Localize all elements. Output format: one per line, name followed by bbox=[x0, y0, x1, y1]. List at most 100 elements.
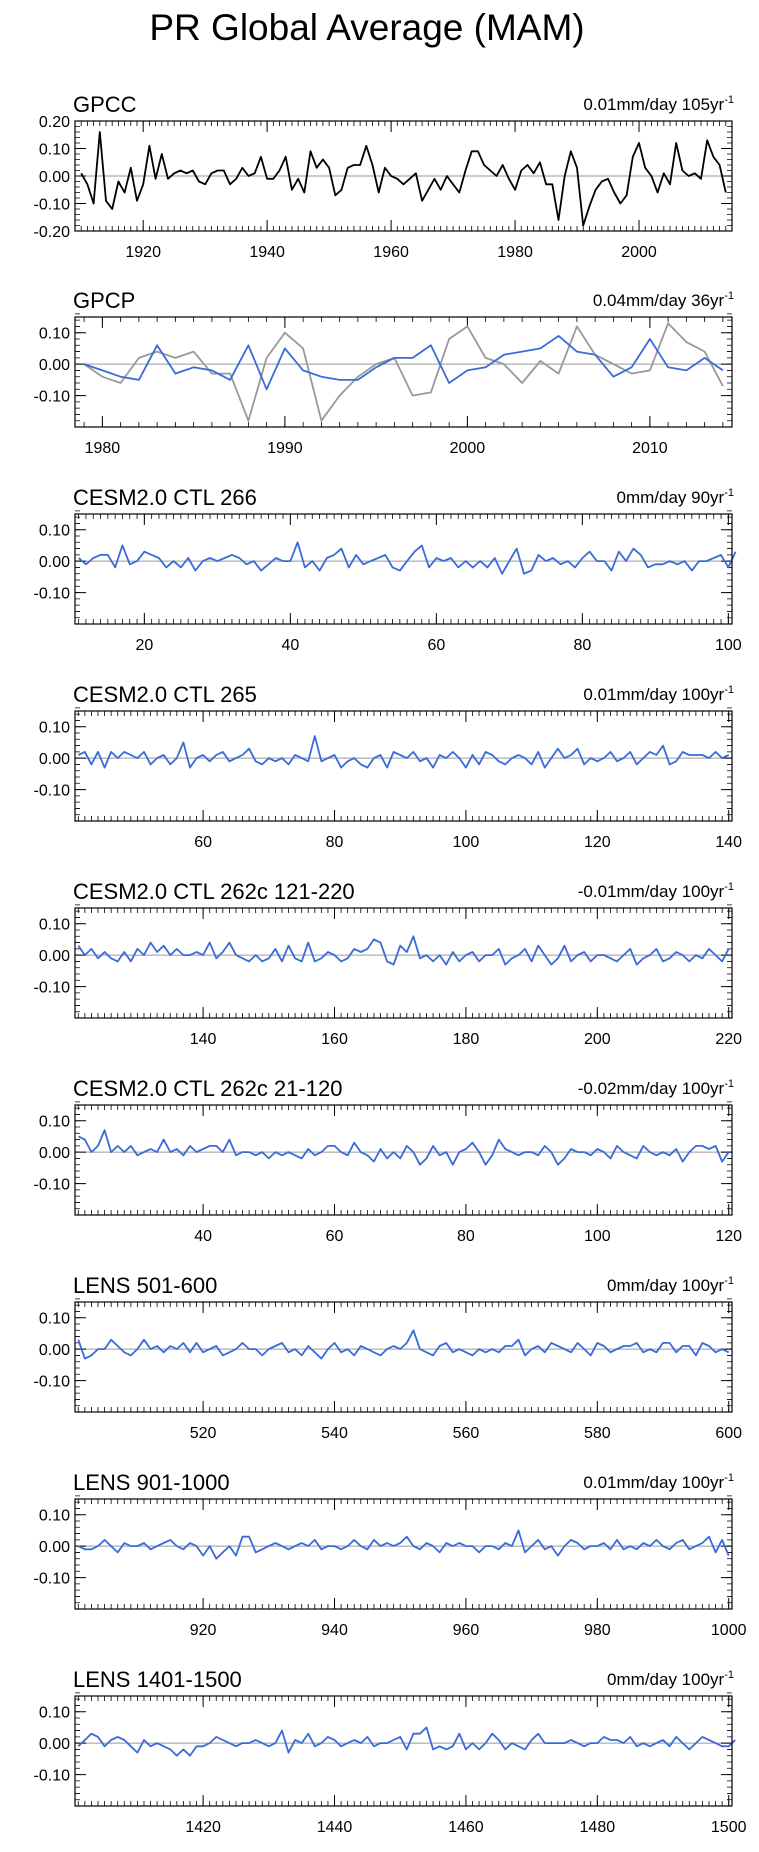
x-minor-ticks bbox=[77, 1105, 730, 1215]
y-tick-label: -0.10 bbox=[34, 1177, 71, 1194]
series-line bbox=[77, 935, 730, 966]
x-tick-label: 180 bbox=[453, 1031, 480, 1048]
x-tick-label: 80 bbox=[326, 834, 344, 851]
panel-title: CESM2.0 CTL 262c 21-120 bbox=[73, 1076, 342, 1101]
plot-frame bbox=[74, 907, 733, 1019]
trend-annotation: -0.02mm/day 100yr-1 bbox=[578, 1078, 734, 1098]
x-tick-label: 60 bbox=[194, 834, 212, 851]
x-tick-label: 1990 bbox=[267, 440, 303, 457]
x-tick-label: 540 bbox=[321, 1425, 348, 1442]
plot-frame bbox=[74, 1695, 733, 1807]
x-tick-label: 960 bbox=[453, 1622, 480, 1639]
x-tick-label: 920 bbox=[190, 1622, 217, 1639]
x-tick-label: 1500 bbox=[711, 1819, 747, 1836]
y-tick-label: 0.10 bbox=[39, 1705, 70, 1722]
y-tick-label: 0.00 bbox=[39, 357, 70, 374]
x-tick-label: 80 bbox=[457, 1228, 475, 1245]
panels: GPCC 0.01mm/day 105yr-1 1920 1940 1960 1980 20… bbox=[34, 92, 747, 1836]
panel-title: GPCP bbox=[73, 288, 135, 313]
y-tick-label: 0.10 bbox=[39, 142, 70, 159]
x-tick-label: 200 bbox=[584, 1031, 611, 1048]
y-tick-label: -0.10 bbox=[34, 389, 71, 406]
y-tick-label: 0.10 bbox=[39, 326, 70, 343]
plot-frame bbox=[74, 1301, 733, 1413]
trend-annotation: 0.01mm/day 100yr-1 bbox=[583, 684, 734, 704]
series-line bbox=[78, 541, 737, 575]
y-minor-ticks bbox=[75, 1101, 732, 1216]
chart-panel: LENS 901-1000 0.01mm/day 100yr-1 920 940 960… bbox=[34, 1470, 747, 1639]
x-tick-label: 80 bbox=[573, 637, 591, 654]
x-tick-label: 940 bbox=[321, 1622, 348, 1639]
x-tick-label: 2000 bbox=[450, 440, 486, 457]
y-tick-label: 0.00 bbox=[39, 554, 70, 571]
series-line bbox=[83, 335, 724, 391]
x-minor-ticks bbox=[77, 1302, 730, 1412]
chart-panel: CESM2.0 CTL 265 0.01mm/day 100yr-1 60 80 100… bbox=[34, 682, 743, 851]
series-line bbox=[80, 131, 727, 227]
x-tick-label: 40 bbox=[281, 637, 299, 654]
x-minor-ticks bbox=[77, 1696, 730, 1806]
x-tick-label: 600 bbox=[715, 1425, 742, 1442]
y-minor-ticks bbox=[75, 707, 732, 822]
y-tick-label: 0.00 bbox=[39, 948, 70, 965]
panel-title: LENS 501-600 bbox=[73, 1273, 217, 1298]
trend-annotation-sup: -1 bbox=[724, 94, 734, 106]
plot-frame bbox=[74, 316, 733, 428]
x-tick-label: 220 bbox=[715, 1031, 742, 1048]
x-minor-ticks bbox=[77, 711, 730, 821]
x-tick-label: 60 bbox=[427, 637, 445, 654]
x-tick-label: 120 bbox=[584, 834, 611, 851]
y-tick-label: 0.10 bbox=[39, 523, 70, 540]
x-tick-label: 2000 bbox=[621, 244, 657, 261]
trend-annotation-sup: -1 bbox=[724, 1275, 734, 1287]
x-tick-label: 1460 bbox=[448, 1819, 484, 1836]
trend-annotation-sup: -1 bbox=[724, 1472, 734, 1484]
trend-annotation: 0.04mm/day 36yr-1 bbox=[593, 290, 734, 310]
trend-annotation: 0.01mm/day 105yr-1 bbox=[583, 94, 734, 114]
chart-panel: CESM2.0 CTL 262c 121-220 -0.01mm/day 100y… bbox=[34, 879, 743, 1048]
series-line bbox=[77, 735, 730, 769]
trend-annotation: 0.01mm/day 100yr-1 bbox=[583, 1472, 734, 1492]
y-tick-label: 0.10 bbox=[39, 1114, 70, 1131]
plot-frame bbox=[74, 710, 733, 822]
y-tick-label: 0.10 bbox=[39, 1508, 70, 1525]
trend-annotation-sup: -1 bbox=[724, 684, 734, 696]
x-tick-label: 1480 bbox=[580, 1819, 616, 1836]
x-minor-ticks bbox=[77, 908, 730, 1018]
y-minor-ticks bbox=[75, 1495, 732, 1610]
x-tick-label: 560 bbox=[453, 1425, 480, 1442]
y-tick-label: -0.20 bbox=[34, 224, 71, 241]
series-line bbox=[77, 1329, 730, 1360]
x-tick-label: 1940 bbox=[249, 244, 285, 261]
series-line bbox=[77, 1726, 736, 1757]
x-tick-label: 1960 bbox=[373, 244, 409, 261]
y-minor-ticks bbox=[75, 1692, 732, 1807]
y-tick-label: 0.10 bbox=[39, 720, 70, 737]
panel-title: CESM2.0 CTL 265 bbox=[73, 682, 257, 707]
chart-panel: CESM2.0 CTL 262c 21-120 -0.02mm/day 100yr… bbox=[34, 1076, 743, 1245]
x-tick-label: 100 bbox=[715, 637, 742, 654]
x-tick-label: 100 bbox=[584, 1228, 611, 1245]
plot-frame bbox=[74, 1498, 733, 1610]
x-tick-label: 140 bbox=[190, 1031, 217, 1048]
y-tick-label: 0.10 bbox=[39, 917, 70, 934]
x-tick-label: 1440 bbox=[317, 1819, 353, 1836]
y-tick-label: -0.10 bbox=[34, 197, 71, 214]
x-tick-label: 1980 bbox=[497, 244, 533, 261]
y-tick-label: 0.00 bbox=[39, 1736, 70, 1753]
trend-annotation: 0mm/day 100yr-1 bbox=[607, 1669, 734, 1689]
figure-title: PR Global Average (MAM) bbox=[149, 7, 584, 48]
trend-annotation-sup: -1 bbox=[724, 290, 734, 302]
y-tick-label: -0.10 bbox=[34, 1768, 71, 1785]
chart-panel: GPCP 0.04mm/day 36yr-1 1980 1990 2000 2010 0.1… bbox=[34, 288, 734, 457]
x-tick-label: 120 bbox=[715, 1228, 742, 1245]
trend-annotation: 0mm/day 100yr-1 bbox=[607, 1275, 734, 1295]
x-tick-label: 580 bbox=[584, 1425, 611, 1442]
trend-annotation-sup: -1 bbox=[724, 487, 734, 499]
chart-panel: GPCC 0.01mm/day 105yr-1 1920 1940 1960 1980 20… bbox=[34, 92, 734, 261]
x-tick-label: 100 bbox=[453, 834, 480, 851]
trend-annotation-sup: -1 bbox=[724, 881, 734, 893]
y-minor-ticks bbox=[75, 1298, 732, 1413]
y-minor-ticks bbox=[75, 510, 732, 625]
